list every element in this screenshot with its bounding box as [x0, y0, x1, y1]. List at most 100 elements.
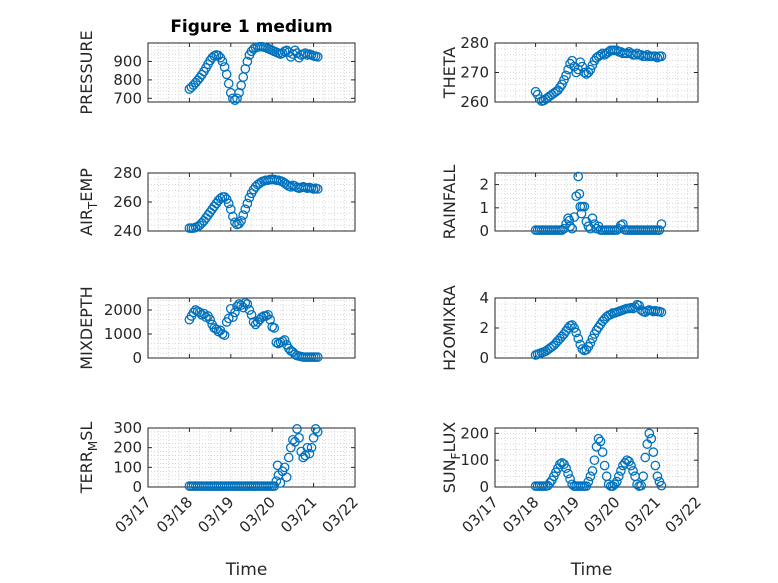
y-tick-label: 280	[113, 164, 142, 182]
y-tick-label: 100	[113, 458, 142, 476]
y-axis-label: THETA	[440, 47, 459, 99]
data-point	[242, 299, 253, 309]
data-point	[306, 442, 317, 453]
y-tick-label: 280	[460, 34, 489, 52]
y-axis-label-part: LUX	[440, 422, 459, 453]
y-axis-label-part: SL	[77, 422, 96, 441]
data-point	[555, 82, 565, 93]
data-point	[300, 48, 311, 58]
y-axis-label-part: H2OMIXRA	[440, 285, 459, 371]
x-tick-label: 03/21	[277, 493, 320, 536]
data-point	[215, 193, 226, 204]
y-axis-label-part: EMP	[77, 168, 96, 202]
data-point	[279, 335, 290, 345]
x-tick-label: 03/20	[236, 493, 279, 536]
data-point	[563, 64, 573, 75]
data-point	[228, 93, 238, 104]
subplot-4: 0 1 2 RAINFALL	[440, 165, 699, 240]
data-point	[650, 460, 661, 471]
y-tick-label: 260	[113, 193, 142, 211]
data-point	[583, 67, 594, 78]
data-point	[630, 302, 640, 312]
y-axis-label: RAINFALL	[440, 165, 459, 240]
data-point	[632, 48, 642, 59]
data-point	[223, 313, 234, 324]
x-tick-label: 03/22	[662, 493, 705, 536]
data-point	[312, 352, 323, 362]
y-axis-label-part: SUN	[440, 459, 459, 493]
data-point	[656, 51, 667, 62]
x-tick-label: 03/19	[194, 493, 237, 536]
data-point	[611, 476, 622, 487]
y-axis-label-part: PRESSURE	[77, 30, 96, 114]
data-point	[559, 75, 569, 85]
data-point	[263, 309, 273, 320]
data-point	[228, 312, 238, 323]
y-tick-label: 260	[460, 93, 489, 111]
data-point	[248, 317, 259, 327]
y-tick-label: 300	[113, 419, 142, 437]
data-point	[561, 70, 571, 81]
data-point	[194, 307, 205, 318]
y-axis-label: AIRTEMP	[77, 168, 100, 236]
y-tick-label: 900	[113, 52, 142, 70]
subplot-6: 0 2 4 H2OMIXRA	[440, 285, 699, 371]
y-tick-label: 100	[460, 451, 489, 469]
data-point	[587, 213, 598, 224]
y-axis-label-part: RAINFALL	[440, 165, 459, 240]
axes-background	[147, 427, 356, 488]
data-point	[242, 56, 253, 67]
data-point	[587, 333, 598, 344]
data-point	[223, 198, 234, 209]
data-point	[269, 323, 280, 333]
data-point	[238, 210, 249, 220]
data-point	[581, 481, 592, 491]
data-point	[575, 57, 586, 68]
x-tick-label: 03/22	[319, 493, 362, 536]
data-point	[593, 433, 604, 444]
y-tick-label: 2000	[104, 301, 142, 319]
data-point	[656, 307, 667, 318]
data-point	[294, 432, 304, 443]
data-point	[217, 56, 228, 67]
data-point	[583, 476, 594, 487]
data-point	[292, 424, 302, 434]
data-point	[211, 324, 222, 335]
data-point	[230, 95, 240, 106]
y-tick-label: 0	[479, 349, 489, 367]
data-point	[611, 45, 622, 56]
data-point	[589, 455, 600, 466]
data-point	[230, 217, 240, 228]
y-tick-label: 200	[460, 424, 489, 442]
subplot-5: 0 1000 2000 MIXDEPTH	[77, 286, 356, 370]
axes-frame	[494, 427, 699, 488]
chart-title: Figure 1 medium	[170, 17, 332, 37]
y-axis-label: MIXDEPTH	[77, 286, 96, 369]
data-point	[283, 452, 294, 463]
y-axis-label-part: M	[86, 441, 100, 451]
x-axis-label: Time	[570, 560, 613, 580]
data-point	[646, 433, 657, 444]
data-point	[223, 78, 234, 89]
data-point	[221, 69, 232, 80]
data-point	[638, 471, 649, 482]
y-axis-label-part: THETA	[440, 47, 459, 99]
data-point	[275, 478, 286, 488]
x-axis-label: Time	[225, 560, 268, 580]
x-tick-label: 03/21	[621, 493, 664, 536]
data-point	[620, 458, 630, 468]
y-axis-label: TERRMSL	[77, 422, 100, 495]
data-point	[232, 93, 242, 104]
y-tick-label: 0	[132, 349, 142, 367]
data-point	[595, 49, 606, 60]
data-point	[530, 86, 541, 97]
data-point	[228, 211, 238, 222]
data-point	[565, 221, 575, 232]
y-tick-label: 2	[479, 176, 489, 194]
x-tick-label: 03/18	[499, 493, 542, 536]
data-point	[561, 463, 571, 474]
